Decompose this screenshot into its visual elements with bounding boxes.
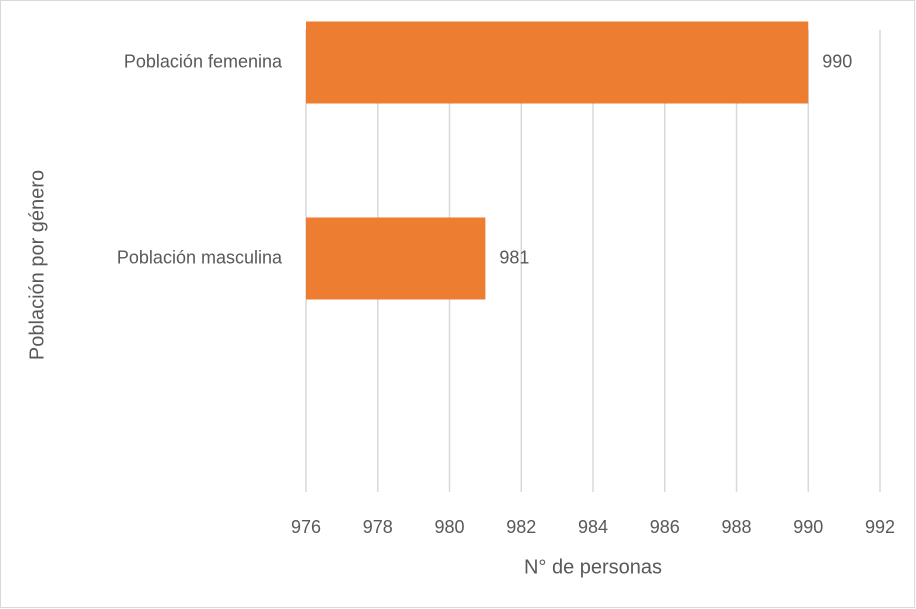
x-tick-label: 982 — [506, 517, 536, 537]
bar — [306, 217, 486, 300]
x-tick-label: 980 — [434, 517, 464, 537]
x-tick-label: 992 — [865, 517, 895, 537]
x-tick-label: 978 — [363, 517, 393, 537]
data-label: 981 — [499, 247, 529, 267]
bar — [306, 21, 809, 104]
data-label: 990 — [822, 51, 852, 71]
x-tick-label: 976 — [291, 517, 321, 537]
x-tick-label: 986 — [650, 517, 680, 537]
x-tick-label: 984 — [578, 517, 608, 537]
y-tick-label: Población femenina — [124, 51, 283, 71]
x-tick-label: 990 — [793, 517, 823, 537]
y-axis-label: Población por género — [26, 170, 48, 360]
y-tick-label: Población masculina — [117, 247, 283, 267]
x-tick-label: 988 — [721, 517, 751, 537]
x-axis-label: N° de personas — [524, 556, 662, 578]
